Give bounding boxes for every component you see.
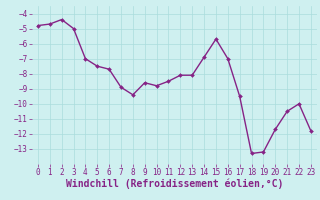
X-axis label: Windchill (Refroidissement éolien,°C): Windchill (Refroidissement éolien,°C) bbox=[66, 179, 283, 189]
